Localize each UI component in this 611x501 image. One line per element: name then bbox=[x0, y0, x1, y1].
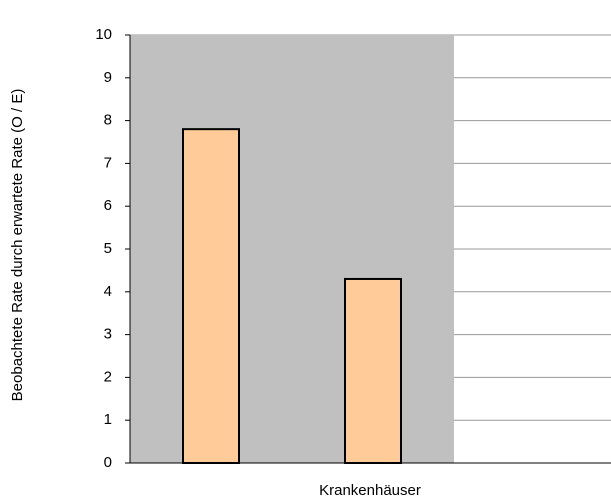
y-tick-label: 9 bbox=[104, 69, 112, 86]
bar bbox=[182, 128, 240, 464]
x-axis-label: Krankenhäuser bbox=[319, 482, 421, 499]
y-tick-label: 3 bbox=[104, 326, 112, 343]
y-tick-label: 8 bbox=[104, 112, 112, 129]
y-tick-label: 10 bbox=[95, 26, 112, 43]
y-tick-label: 5 bbox=[104, 240, 112, 257]
bars bbox=[182, 128, 402, 464]
y-tick-label: 2 bbox=[104, 368, 112, 385]
y-tick-label: 7 bbox=[104, 154, 112, 171]
y-tick-label: 4 bbox=[104, 283, 112, 300]
y-tick-label: 1 bbox=[104, 411, 112, 428]
y-tick-label: 6 bbox=[104, 197, 112, 214]
y-tick-label: 0 bbox=[104, 454, 112, 471]
plot-shade bbox=[130, 35, 454, 463]
y-axis-label: Beobachtete Rate durch erwartete Rate (O… bbox=[9, 89, 26, 402]
bar bbox=[344, 277, 402, 464]
